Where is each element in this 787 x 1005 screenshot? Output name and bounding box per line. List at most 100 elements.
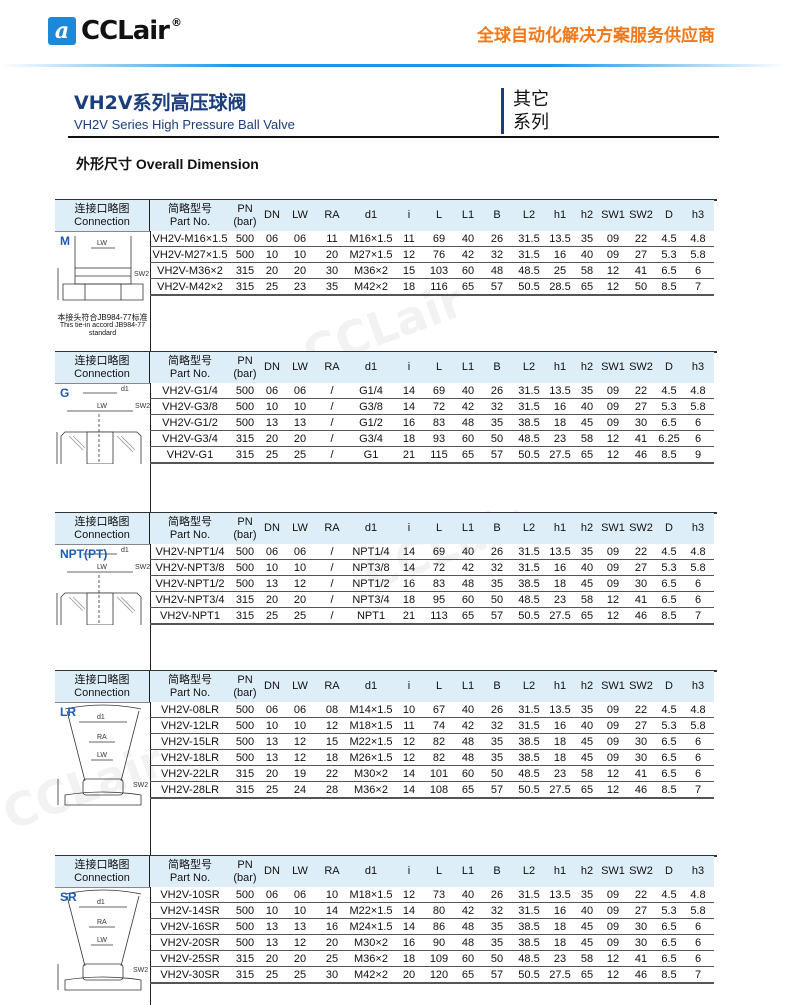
- header-part-no: 简略型号 Part No.: [150, 671, 230, 702]
- header-sw1: SW1: [600, 200, 626, 231]
- svg-text:LW: LW: [97, 564, 107, 571]
- header-sw1: SW1: [600, 513, 626, 544]
- value-cell: 18: [316, 749, 348, 766]
- value-cell: 48: [454, 414, 482, 431]
- value-cell: 16: [316, 918, 348, 935]
- value-cell: 10: [260, 717, 284, 734]
- standard-note: 本接头符合JB984-77标准 This tie-in accord JB984-…: [55, 313, 150, 338]
- part-number-cell: VH2V-NPT1: [150, 607, 230, 625]
- table-row: VH2V-18LR 500 13 12 18 M26×1.5 12 82 48 35 38.5 18 4…: [150, 749, 714, 766]
- value-cell: 26: [482, 887, 512, 903]
- value-cell: 5.8: [682, 717, 714, 734]
- table-row: VH2V-NPT1/4 500 06 06/NPT1/4 14 69 40 26 31.5 13.…: [150, 544, 714, 560]
- value-cell: 500: [230, 733, 260, 750]
- value-cell: 41: [626, 765, 656, 782]
- value-cell: 12: [284, 733, 316, 750]
- value-cell: 16: [546, 246, 574, 263]
- header-l2: L2: [512, 671, 546, 702]
- value-cell: /: [316, 398, 348, 415]
- value-cell: 10: [284, 398, 316, 415]
- header-l1: L1: [454, 352, 482, 383]
- header-ra: RA: [316, 856, 348, 887]
- header-sw2: SW2: [626, 856, 656, 887]
- part-number-cell: VH2V-M36×2: [150, 262, 230, 279]
- value-cell: 32: [482, 717, 512, 734]
- value-cell: 13: [260, 749, 284, 766]
- value-cell: 14: [316, 902, 348, 919]
- value-cell: 11: [394, 231, 424, 247]
- header-h2: h2: [574, 856, 600, 887]
- value-cell: /: [316, 430, 348, 447]
- value-cell: 35: [316, 278, 348, 296]
- value-cell: 20: [394, 966, 424, 984]
- value-cell: 7: [682, 781, 714, 799]
- value-cell: 42: [454, 717, 482, 734]
- section-top-border: [55, 351, 717, 353]
- value-cell: 09: [600, 934, 626, 951]
- value-cell: 109: [424, 950, 454, 967]
- value-cell: 35: [574, 231, 600, 247]
- header-h1: h1: [546, 352, 574, 383]
- value-cell: 48.5: [512, 591, 546, 608]
- value-cell: 315: [230, 607, 260, 625]
- connection-type-label: LR: [60, 705, 76, 719]
- value-cell: 38.5: [512, 733, 546, 750]
- value-cell: 16: [394, 934, 424, 951]
- header-d: D: [656, 856, 682, 887]
- value-cell: 58: [574, 430, 600, 447]
- value-cell: 69: [424, 383, 454, 399]
- value-cell: 45: [574, 918, 600, 935]
- value-cell: 46: [626, 781, 656, 799]
- value-cell: 13.5: [546, 383, 574, 399]
- value-cell: 31.5: [512, 887, 546, 903]
- value-cell: 18: [394, 950, 424, 967]
- value-cell: 57: [482, 607, 512, 625]
- value-cell: 6: [682, 918, 714, 935]
- logo-text: CCLair: [81, 16, 170, 46]
- header-b: B: [482, 352, 512, 383]
- connection-header-en: Connection: [74, 528, 130, 541]
- header-d: D: [656, 513, 682, 544]
- value-cell: 48.5: [512, 430, 546, 447]
- header-sw2: SW2: [626, 200, 656, 231]
- header-pn: PN (bar): [230, 856, 260, 887]
- value-cell: M24×1.5: [348, 918, 394, 935]
- header-l2: L2: [512, 513, 546, 544]
- value-cell: 45: [574, 414, 600, 431]
- value-cell: 18: [546, 414, 574, 431]
- value-cell: 25: [284, 607, 316, 625]
- header-dn: DN: [260, 513, 284, 544]
- part-number-cell: VH2V-M42×2: [150, 278, 230, 296]
- value-cell: 20: [260, 591, 284, 608]
- value-cell: M36×2: [348, 781, 394, 799]
- value-cell: 45: [574, 749, 600, 766]
- value-cell: 120: [424, 966, 454, 984]
- connection-header: 连接口略图 Connection: [55, 352, 150, 383]
- header-underline: [55, 702, 150, 703]
- header-b: B: [482, 200, 512, 231]
- value-cell: 41: [626, 430, 656, 447]
- connection-header: 连接口略图 Connection: [55, 671, 150, 702]
- value-cell: 16: [546, 902, 574, 919]
- value-cell: 12: [600, 262, 626, 279]
- part-number-cell: VH2V-M27×1.5: [150, 246, 230, 263]
- value-cell: 6: [682, 430, 714, 447]
- connection-header-en: Connection: [74, 871, 130, 884]
- value-cell: 65: [454, 966, 482, 984]
- part-number-cell: VH2V-12LR: [150, 717, 230, 734]
- value-cell: 18: [546, 749, 574, 766]
- value-cell: M36×2: [348, 950, 394, 967]
- value-cell: 10: [260, 246, 284, 263]
- svg-text:SW2: SW2: [133, 782, 148, 789]
- value-cell: 10: [260, 559, 284, 576]
- value-cell: 48: [482, 262, 512, 279]
- value-cell: 72: [424, 559, 454, 576]
- value-cell: 6: [682, 765, 714, 782]
- value-cell: 45: [574, 733, 600, 750]
- value-cell: 12: [394, 749, 424, 766]
- table-header-row: 简略型号 Part No. PN (bar) DN LW RA d1 i L L1 B L2 h1 h2 SW…: [150, 513, 714, 544]
- section-top-border: [55, 512, 717, 514]
- value-cell: 15: [394, 262, 424, 279]
- value-cell: 12: [600, 446, 626, 464]
- value-cell: 10: [316, 887, 348, 903]
